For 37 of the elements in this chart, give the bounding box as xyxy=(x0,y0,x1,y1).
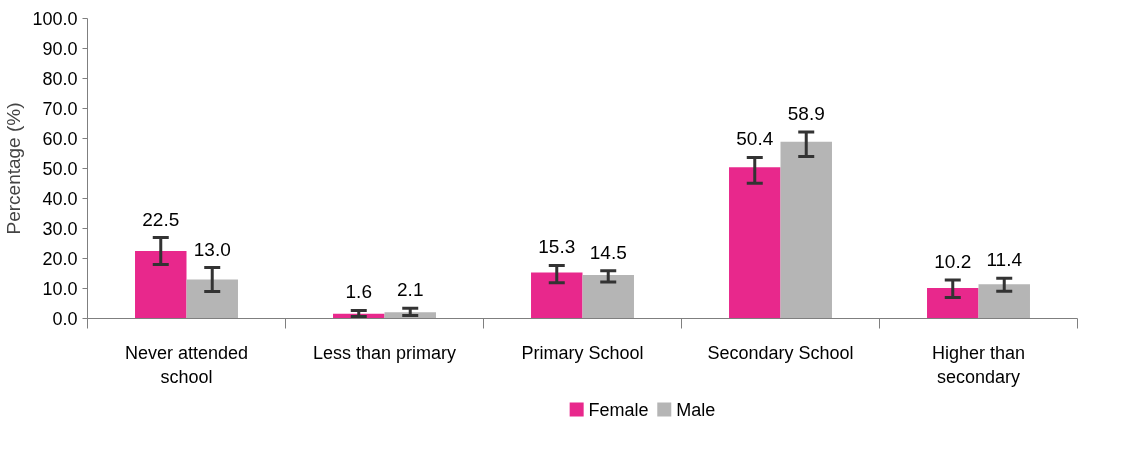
y-tick-label: 70.0 xyxy=(42,99,78,119)
data-label: 13.0 xyxy=(193,238,231,260)
y-tick-label: 20.0 xyxy=(42,249,78,269)
y-tick-label: 10.0 xyxy=(42,279,78,299)
data-label: 22.5 xyxy=(142,208,180,230)
data-label: 1.6 xyxy=(345,281,372,303)
bar xyxy=(729,167,781,319)
data-label: 2.1 xyxy=(397,279,424,301)
y-tick-label: 80.0 xyxy=(42,69,78,89)
legend-label: Male xyxy=(676,399,716,420)
y-tick-label: 50.0 xyxy=(42,159,78,179)
bar xyxy=(531,272,583,319)
data-label: 58.9 xyxy=(787,102,825,124)
y-tick-label: 30.0 xyxy=(42,219,78,239)
y-axis-title: Percentage (%) xyxy=(3,102,25,235)
x-tick-label: Higher than secondary xyxy=(931,342,1026,387)
x-tick-label: Less than primary xyxy=(312,342,457,363)
bar xyxy=(978,284,1030,319)
x-tick-label: Primary School xyxy=(521,342,644,363)
data-label: 10.2 xyxy=(934,251,972,273)
data-label: 50.4 xyxy=(736,128,774,150)
bar xyxy=(927,287,979,319)
x-tick-label: Secondary School xyxy=(707,342,854,363)
y-tick-label: 0.0 xyxy=(52,309,78,329)
data-label: 15.3 xyxy=(538,236,576,258)
y-tick-label: 40.0 xyxy=(42,189,78,209)
bar xyxy=(135,251,187,319)
y-tick-label: 90.0 xyxy=(42,39,78,59)
y-tick-label: 100.0 xyxy=(32,9,78,29)
y-tick-label: 60.0 xyxy=(42,129,78,149)
bar xyxy=(186,279,238,319)
x-tick-label: Never attended school xyxy=(124,342,249,387)
bar xyxy=(582,275,634,319)
data-label: 14.5 xyxy=(589,241,627,263)
data-label: 11.4 xyxy=(986,249,1023,271)
legend-label: Female xyxy=(588,399,649,420)
bar xyxy=(780,141,832,319)
